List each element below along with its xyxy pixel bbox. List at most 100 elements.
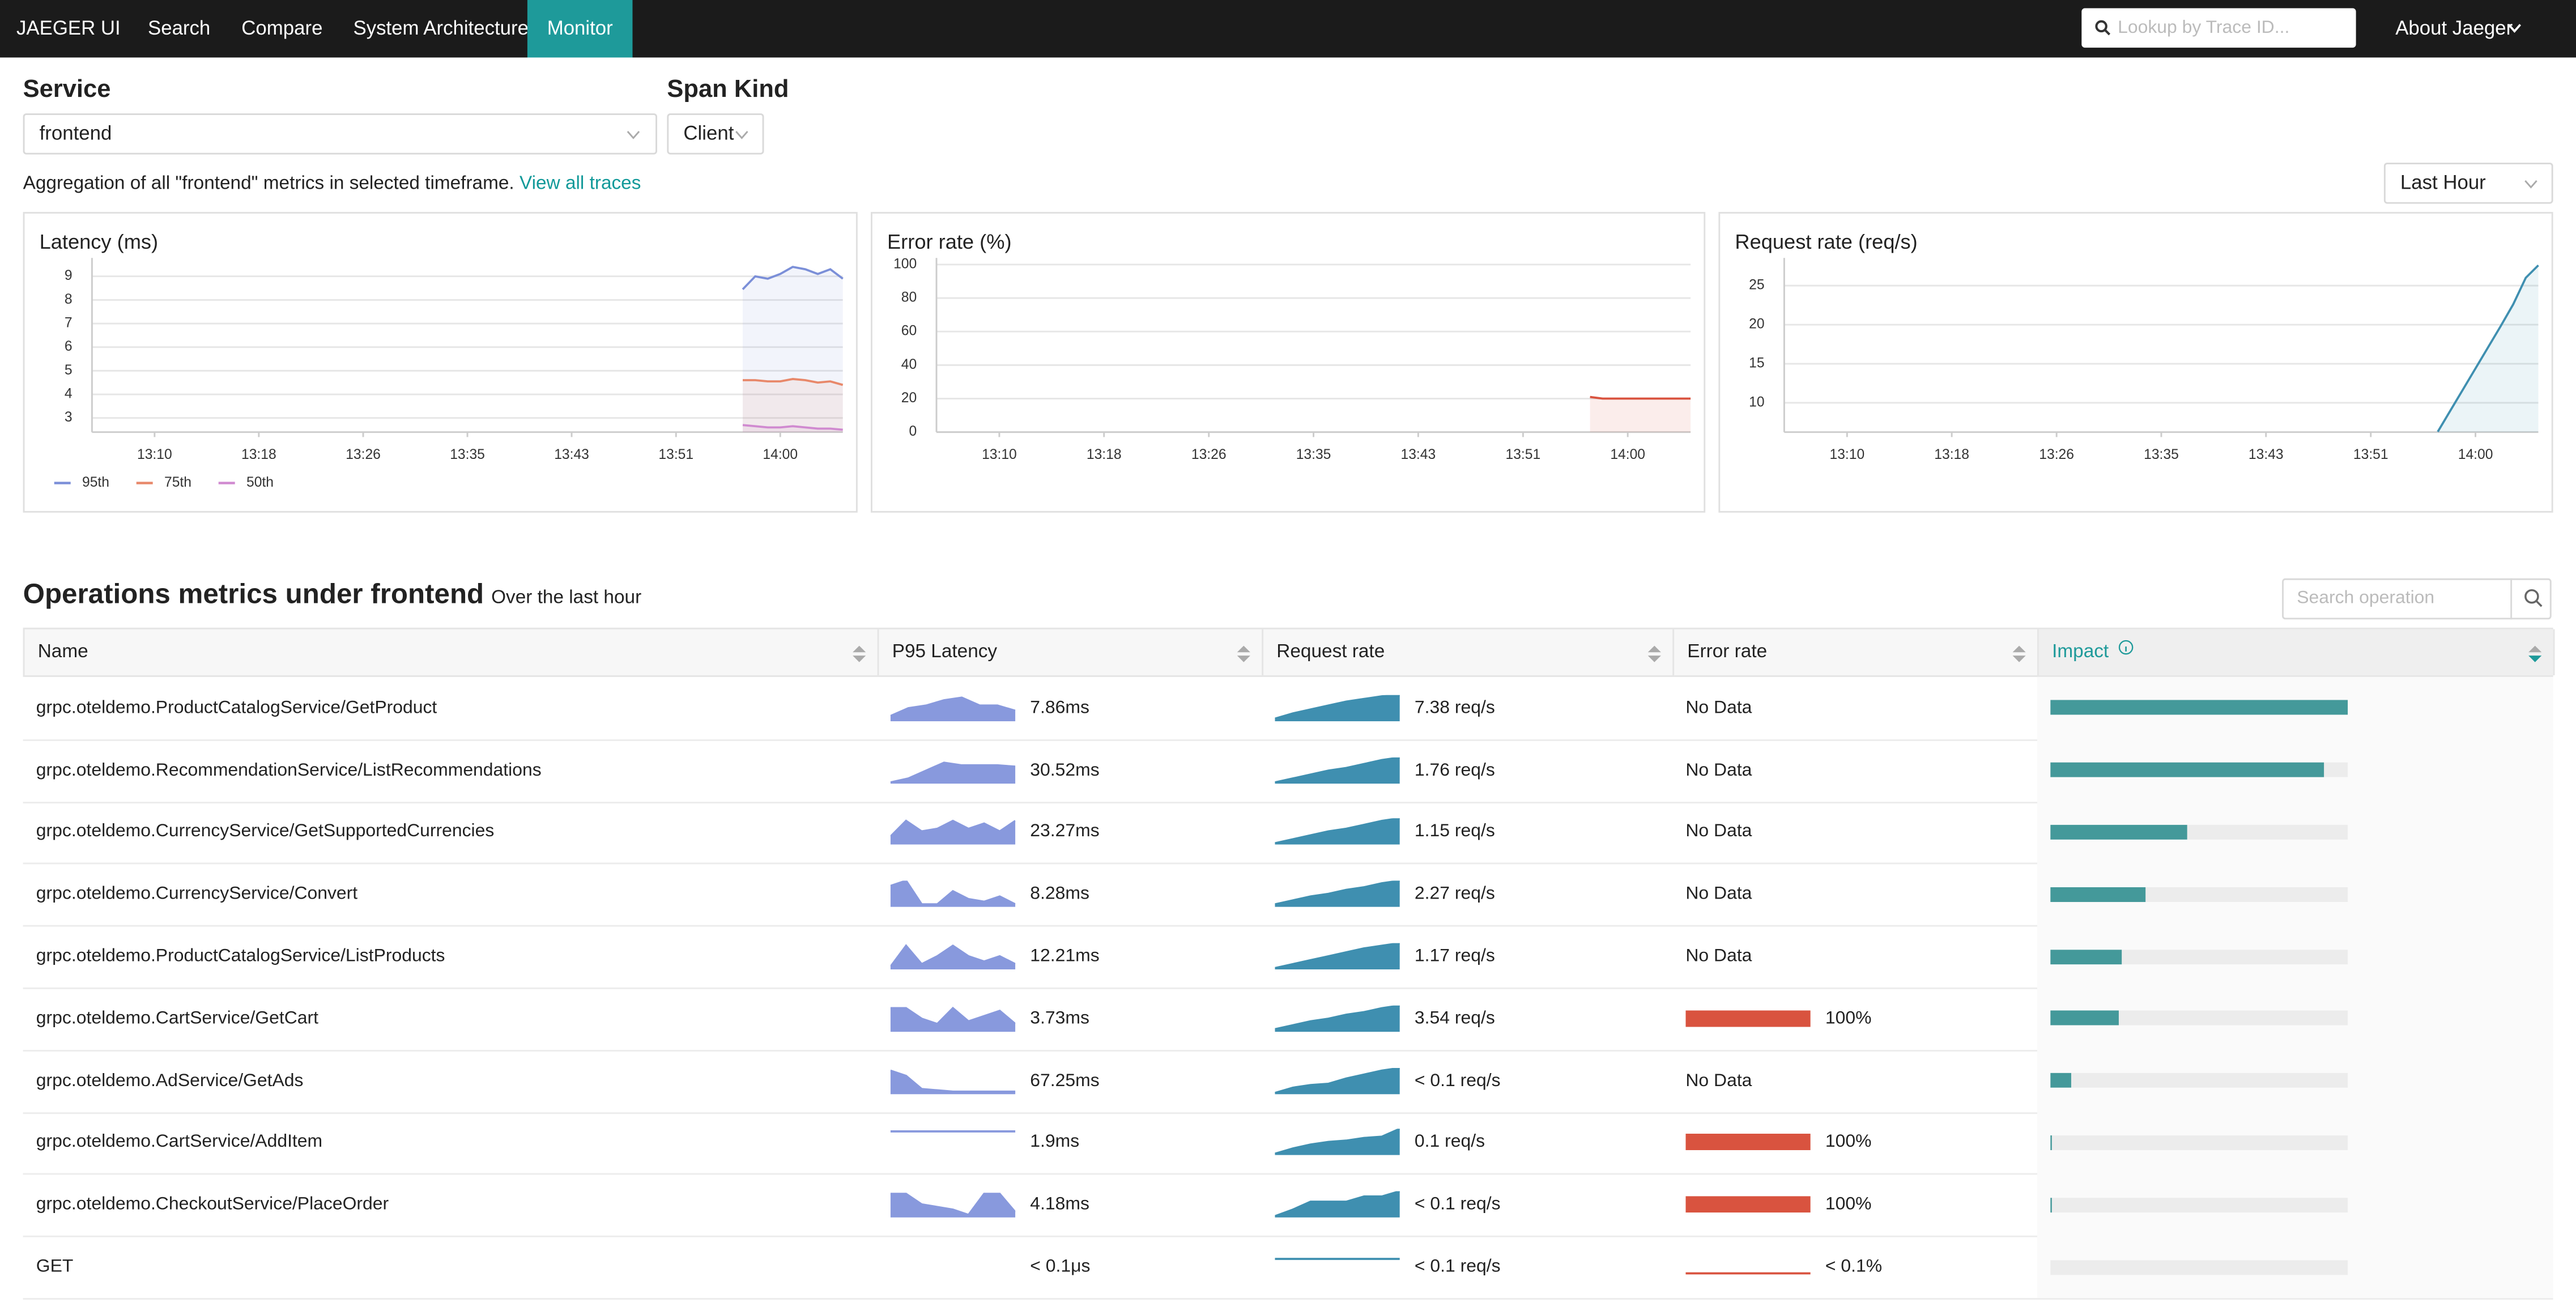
sparkline-area [1275,757,1399,783]
chart-title: Latency (ms) [40,230,158,253]
latency-trend-slot [891,1130,1015,1156]
latency-trend-slot [891,695,1015,721]
x-tick-label: 13:51 [2353,447,2388,462]
request-trend-slot [1275,1005,1399,1031]
operation-search[interactable]: Search operation [2282,578,2552,620]
table-cell: GET [23,1236,878,1298]
error-bar-svg [1685,1197,1810,1213]
table-cell: 23.27ms [878,801,1262,863]
sparkline [891,881,1015,907]
error-value: 100% [1825,1008,1872,1028]
error-bar [1685,1134,1810,1151]
sparkline-area [891,697,1015,721]
operation-name: grpc.oteldemo.CurrencyService/Convert [36,884,357,904]
y-tick-label: 20 [1749,317,1764,332]
span-kind-select[interactable]: Client [667,113,764,155]
y-tick-label: 5 [65,363,73,378]
nav-link[interactable]: System Architecture [334,0,548,58]
table-cell: < 0.1 req/s [1262,1174,1672,1236]
table-cell: grpc.oteldemo.RecommendationService/List… [23,739,878,801]
sparkline [891,757,1015,783]
table-row: grpc.oteldemo.ProductCatalogService/GetP… [23,677,2553,741]
column-header[interactable]: Request rate [1263,629,1674,675]
column-header[interactable]: Impact [2039,629,2555,675]
table-cell: 1.15 req/s [1262,801,1672,863]
error-value: No Data [1685,884,1752,904]
x-tick-label: 13:51 [1506,447,1541,462]
column-title: Request rate [1276,642,1385,662]
table-cell: grpc.oteldemo.CurrencyService/Convert [23,863,878,926]
table-cell [2037,1112,2553,1174]
request-value: 1.17 req/s [1415,947,1495,967]
operation-name: grpc.oteldemo.CurrencyService/GetSupport… [36,822,495,842]
y-tick-label: 40 [901,357,917,372]
nav-link[interactable]: Compare [222,0,343,58]
impact-bar-svg [2050,1259,2349,1274]
request-trend-slot [1275,819,1399,845]
table-cell: No Data [1672,739,2037,801]
table-cell: < 0.1μs [878,1236,1262,1298]
column-header[interactable]: Error rate [1674,629,2039,675]
table-row: grpc.oteldemo.RecommendationService/List… [23,739,2553,803]
table-cell [2037,1236,2553,1298]
subheading: Over the last hour [491,588,641,608]
impact-bar [2050,949,2122,964]
search-button[interactable] [2510,578,2553,620]
x-tick-label: 14:00 [1610,447,1645,462]
impact-bar [2050,887,2145,901]
request-trend-slot [1275,1067,1399,1093]
table-cell: 8.28ms [878,863,1262,926]
search-icon [2095,20,2111,36]
y-tick-label: 15 [1749,356,1764,371]
table-cell: No Data [1672,925,2037,988]
latency-trend-slot [891,757,1015,783]
y-tick-label: 0 [909,424,917,439]
error-bar [1685,1197,1810,1213]
request-trend-slot [1275,757,1399,783]
table-cell [2037,739,2553,801]
brand[interactable]: JAEGER UI [0,0,140,58]
request-trend-slot [1275,695,1399,721]
column-header[interactable]: Name [25,629,879,675]
nav-link-active[interactable]: Monitor [527,0,633,58]
trace-search[interactable]: Lookup by Trace ID... [2081,8,2356,48]
table-cell: 2.27 req/s [1262,863,1672,926]
sort-icon [1237,644,1250,664]
x-tick-label: 14:00 [763,447,798,462]
nav-link[interactable]: Search [128,0,230,58]
latency-trend-slot [891,1067,1015,1093]
latency-value: 8.28ms [1030,884,1089,904]
sort-down [1648,656,1661,662]
x-tick-label: 13:51 [658,447,693,462]
table-cell: grpc.oteldemo.CartService/GetCart [23,988,878,1050]
label: Service [23,75,111,103]
chart-title: Request rate (req/s) [1735,230,1917,253]
area [743,379,843,432]
sparkline [891,819,1015,845]
timeframe-select[interactable]: Last Hour [2384,163,2553,204]
view-traces-link[interactable]: View all traces [520,174,641,194]
table-cell: No Data [1672,863,2037,926]
sparkline [891,1067,1015,1093]
table-row: grpc.oteldemo.CartService/AddItem1.9ms0.… [23,1112,2553,1176]
table-cell: 67.25ms [878,1050,1262,1112]
y-tick-label: 3 [65,410,73,425]
x-tick-label: 13:43 [2249,447,2284,462]
y-tick-label: 100 [893,256,917,271]
service-select[interactable]: frontend [23,113,657,155]
sparkline-area [1275,819,1399,845]
impact-bar-svg [2050,949,2349,964]
value: Client [683,122,734,145]
sort-up [853,646,866,653]
x-tick-label: 13:18 [241,447,276,462]
summary-text: Aggregation of all "frontend" metrics in… [23,174,514,194]
info-icon [2117,639,2134,656]
request-value: 7.38 req/s [1415,698,1495,718]
x-tick-label: 13:10 [137,447,172,462]
column-header[interactable]: P95 Latency [879,629,1264,675]
label: Span Kind [667,75,789,103]
sort-icon [853,644,866,664]
y-tick-label: 80 [901,290,917,305]
table-cell [2037,1174,2553,1236]
table-row: GET< 0.1μs< 0.1 req/s< 0.1% [23,1236,2553,1300]
